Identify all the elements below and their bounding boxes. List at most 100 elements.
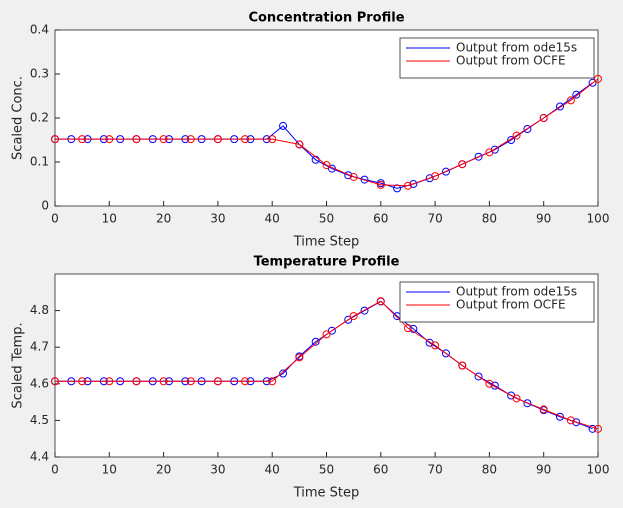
data-point bbox=[458, 160, 467, 169]
data-point bbox=[594, 74, 602, 83]
data-point bbox=[376, 297, 385, 306]
data-point bbox=[555, 102, 564, 111]
data-point bbox=[474, 152, 483, 161]
x-tick-label: 50 bbox=[319, 463, 334, 477]
data-point bbox=[485, 379, 494, 388]
x-tick-label: 70 bbox=[427, 463, 442, 477]
data-point bbox=[555, 412, 564, 421]
data-point bbox=[566, 416, 575, 425]
y-tick-label: 0.2 bbox=[30, 111, 49, 125]
data-point bbox=[425, 174, 434, 183]
data-point bbox=[403, 181, 412, 190]
data-point bbox=[311, 337, 320, 346]
data-point bbox=[474, 372, 483, 381]
y-axis-label: Scaled Conc. bbox=[11, 76, 26, 160]
chart-title: Concentration Profile bbox=[248, 11, 404, 26]
legend-box bbox=[399, 37, 595, 79]
data-point bbox=[572, 90, 581, 99]
data-point bbox=[159, 377, 168, 386]
y-tick-label: 0 bbox=[41, 199, 49, 213]
data-point bbox=[431, 172, 440, 181]
x-tick-label: 20 bbox=[156, 463, 171, 477]
data-point bbox=[241, 377, 250, 386]
data-point bbox=[566, 96, 575, 105]
data-point bbox=[279, 369, 288, 378]
data-point bbox=[512, 131, 521, 140]
x-tick-label: 90 bbox=[536, 212, 551, 226]
data-point bbox=[485, 148, 494, 157]
data-point bbox=[458, 361, 467, 370]
x-tick-label: 80 bbox=[482, 463, 497, 477]
x-tick-label: 10 bbox=[102, 463, 117, 477]
series-line bbox=[55, 78, 599, 187]
x-tick-label: 100 bbox=[587, 463, 610, 477]
chart-title: Temperature Profile bbox=[254, 255, 400, 270]
y-tick-label: 4.6 bbox=[30, 376, 49, 390]
x-tick-label: 40 bbox=[265, 463, 280, 477]
y-tick-label: 0.4 bbox=[30, 23, 49, 37]
data-point bbox=[78, 377, 87, 386]
data-point bbox=[105, 135, 114, 144]
x-tick-label: 20 bbox=[156, 212, 171, 226]
x-tick-label: 80 bbox=[482, 212, 497, 226]
data-point bbox=[186, 135, 195, 144]
data-point bbox=[268, 377, 277, 386]
data-point bbox=[588, 78, 597, 87]
data-point bbox=[403, 324, 412, 333]
data-point bbox=[51, 377, 59, 386]
data-point bbox=[132, 377, 141, 386]
legend-label: Output from OCFE bbox=[456, 298, 566, 312]
y-tick-label: 4.8 bbox=[30, 303, 49, 317]
data-point bbox=[376, 180, 385, 189]
data-point bbox=[105, 377, 114, 386]
x-tick-label: 30 bbox=[210, 463, 225, 477]
x-tick-label: 90 bbox=[536, 463, 551, 477]
x-tick-label: 60 bbox=[373, 212, 388, 226]
legend-label: Output from ode15s bbox=[456, 41, 577, 55]
data-point bbox=[539, 405, 548, 414]
y-axis-label: Scaled Temp. bbox=[11, 322, 26, 408]
data-point bbox=[360, 306, 369, 315]
x-tick-label: 60 bbox=[373, 463, 388, 477]
legend-label: Output from ode15s bbox=[456, 285, 577, 299]
data-point bbox=[322, 161, 331, 170]
data-point bbox=[279, 121, 288, 130]
data-point bbox=[295, 353, 304, 362]
data-point bbox=[78, 135, 87, 144]
data-point bbox=[132, 135, 141, 144]
data-point bbox=[588, 424, 597, 433]
data-point bbox=[431, 341, 440, 350]
data-point bbox=[344, 315, 353, 324]
y-tick-label: 4.7 bbox=[30, 340, 49, 354]
data-point bbox=[393, 184, 402, 193]
x-tick-label: 0 bbox=[51, 212, 59, 226]
data-point bbox=[523, 399, 532, 408]
data-point bbox=[186, 377, 195, 386]
y-tick-label: 0.1 bbox=[30, 155, 49, 169]
data-point bbox=[594, 424, 602, 433]
x-axis-label: Time Step bbox=[293, 235, 360, 250]
data-point bbox=[349, 312, 358, 321]
data-point bbox=[51, 135, 59, 144]
data-point bbox=[268, 135, 277, 144]
x-axis-label: Time Step bbox=[293, 486, 360, 501]
data-point bbox=[344, 171, 353, 180]
data-point bbox=[241, 135, 250, 144]
y-tick-label: 0.3 bbox=[30, 67, 49, 81]
legend-label: Output from OCFE bbox=[456, 54, 566, 68]
series-line bbox=[55, 300, 599, 430]
data-point bbox=[523, 125, 532, 133]
data-point bbox=[512, 394, 521, 403]
data-point bbox=[441, 167, 450, 176]
x-tick-label: 40 bbox=[265, 212, 280, 226]
data-point bbox=[327, 326, 336, 335]
data-point bbox=[441, 349, 450, 358]
x-tick-label: 70 bbox=[427, 212, 442, 226]
x-tick-label: 0 bbox=[51, 463, 59, 477]
data-point bbox=[349, 172, 358, 181]
data-point bbox=[213, 377, 222, 386]
data-point bbox=[295, 140, 304, 149]
data-point bbox=[572, 418, 581, 427]
data-point bbox=[490, 381, 499, 390]
